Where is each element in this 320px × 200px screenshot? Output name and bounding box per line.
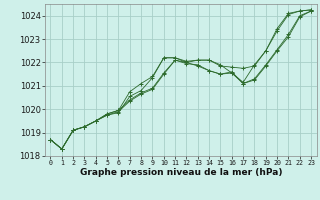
X-axis label: Graphe pression niveau de la mer (hPa): Graphe pression niveau de la mer (hPa) bbox=[80, 168, 282, 177]
